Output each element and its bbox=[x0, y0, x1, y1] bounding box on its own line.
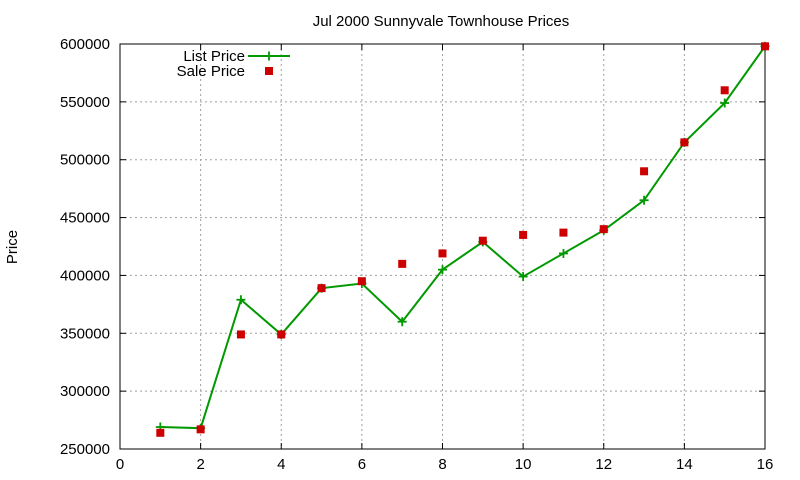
x-tick-label-6: 12 bbox=[595, 456, 612, 473]
x-tick-label-3: 6 bbox=[358, 456, 366, 473]
legend-label-0: List Price bbox=[183, 48, 245, 65]
legend-label-1: Sale Price bbox=[177, 63, 245, 80]
series-0-point-6 bbox=[397, 317, 407, 327]
y-tick-label-5: 500000 bbox=[60, 152, 110, 169]
legend-marker-1 bbox=[265, 67, 273, 75]
series-0-point-10 bbox=[558, 248, 568, 258]
series-1-point-13 bbox=[680, 138, 689, 147]
series-1-point-9 bbox=[519, 230, 528, 239]
series-1-point-14 bbox=[720, 86, 729, 95]
series-1-point-6 bbox=[398, 259, 407, 268]
legend-marker-0 bbox=[264, 51, 274, 61]
series-1-point-1 bbox=[196, 425, 205, 434]
y-tick-label-0: 250000 bbox=[60, 441, 110, 458]
x-tick-label-1: 2 bbox=[196, 456, 204, 473]
y-tick-label-6: 550000 bbox=[60, 94, 110, 111]
legend-entry-1: Sale Price bbox=[177, 63, 273, 80]
y-tick-label-1: 300000 bbox=[60, 383, 110, 400]
y-tick-label-7: 600000 bbox=[60, 36, 110, 53]
x-tick-label-4: 8 bbox=[438, 456, 446, 473]
y-tick-label-3: 400000 bbox=[60, 267, 110, 284]
series-1-point-2 bbox=[236, 330, 245, 339]
series-1-point-12 bbox=[640, 167, 649, 176]
y-tick-label-2: 350000 bbox=[60, 325, 110, 342]
series-1-point-4 bbox=[317, 284, 326, 293]
series-1-point-0 bbox=[156, 428, 165, 437]
series-1-point-3 bbox=[277, 330, 286, 339]
grid bbox=[120, 44, 765, 449]
series-1-point-8 bbox=[478, 236, 487, 245]
series-1-point-7 bbox=[438, 249, 447, 258]
x-tick-label-8: 16 bbox=[757, 456, 774, 473]
series-1-point-11 bbox=[599, 225, 608, 234]
x-tick-label-2: 4 bbox=[277, 456, 285, 473]
series-0-point-2 bbox=[236, 295, 246, 305]
y-tick-label-4: 450000 bbox=[60, 210, 110, 227]
y-axis-label: Price bbox=[4, 230, 21, 264]
series-0-point-14 bbox=[720, 98, 730, 108]
series-0-line bbox=[160, 45, 766, 430]
x-tick-label-5: 10 bbox=[515, 456, 532, 473]
axes: 0 2 4 6 8 10 12 14 16 250000 300000 350000 400000 450… bbox=[60, 36, 773, 473]
series-0 bbox=[155, 41, 770, 433]
series bbox=[155, 41, 770, 437]
series-1-point-5 bbox=[357, 277, 366, 286]
series-0-point-9 bbox=[518, 272, 528, 282]
series-0-point-7 bbox=[438, 265, 447, 275]
series-1 bbox=[156, 42, 769, 437]
series-1-point-15 bbox=[761, 42, 769, 51]
x-tick-label-7: 14 bbox=[676, 456, 693, 473]
series-0-point-12 bbox=[639, 195, 649, 205]
x-tick-label-0: 0 bbox=[116, 456, 124, 473]
series-1-point-10 bbox=[559, 228, 568, 237]
legend-entry-0: List Price bbox=[183, 48, 290, 65]
chart-title: Jul 2000 Sunnyvale Townhouse Prices bbox=[313, 13, 570, 30]
